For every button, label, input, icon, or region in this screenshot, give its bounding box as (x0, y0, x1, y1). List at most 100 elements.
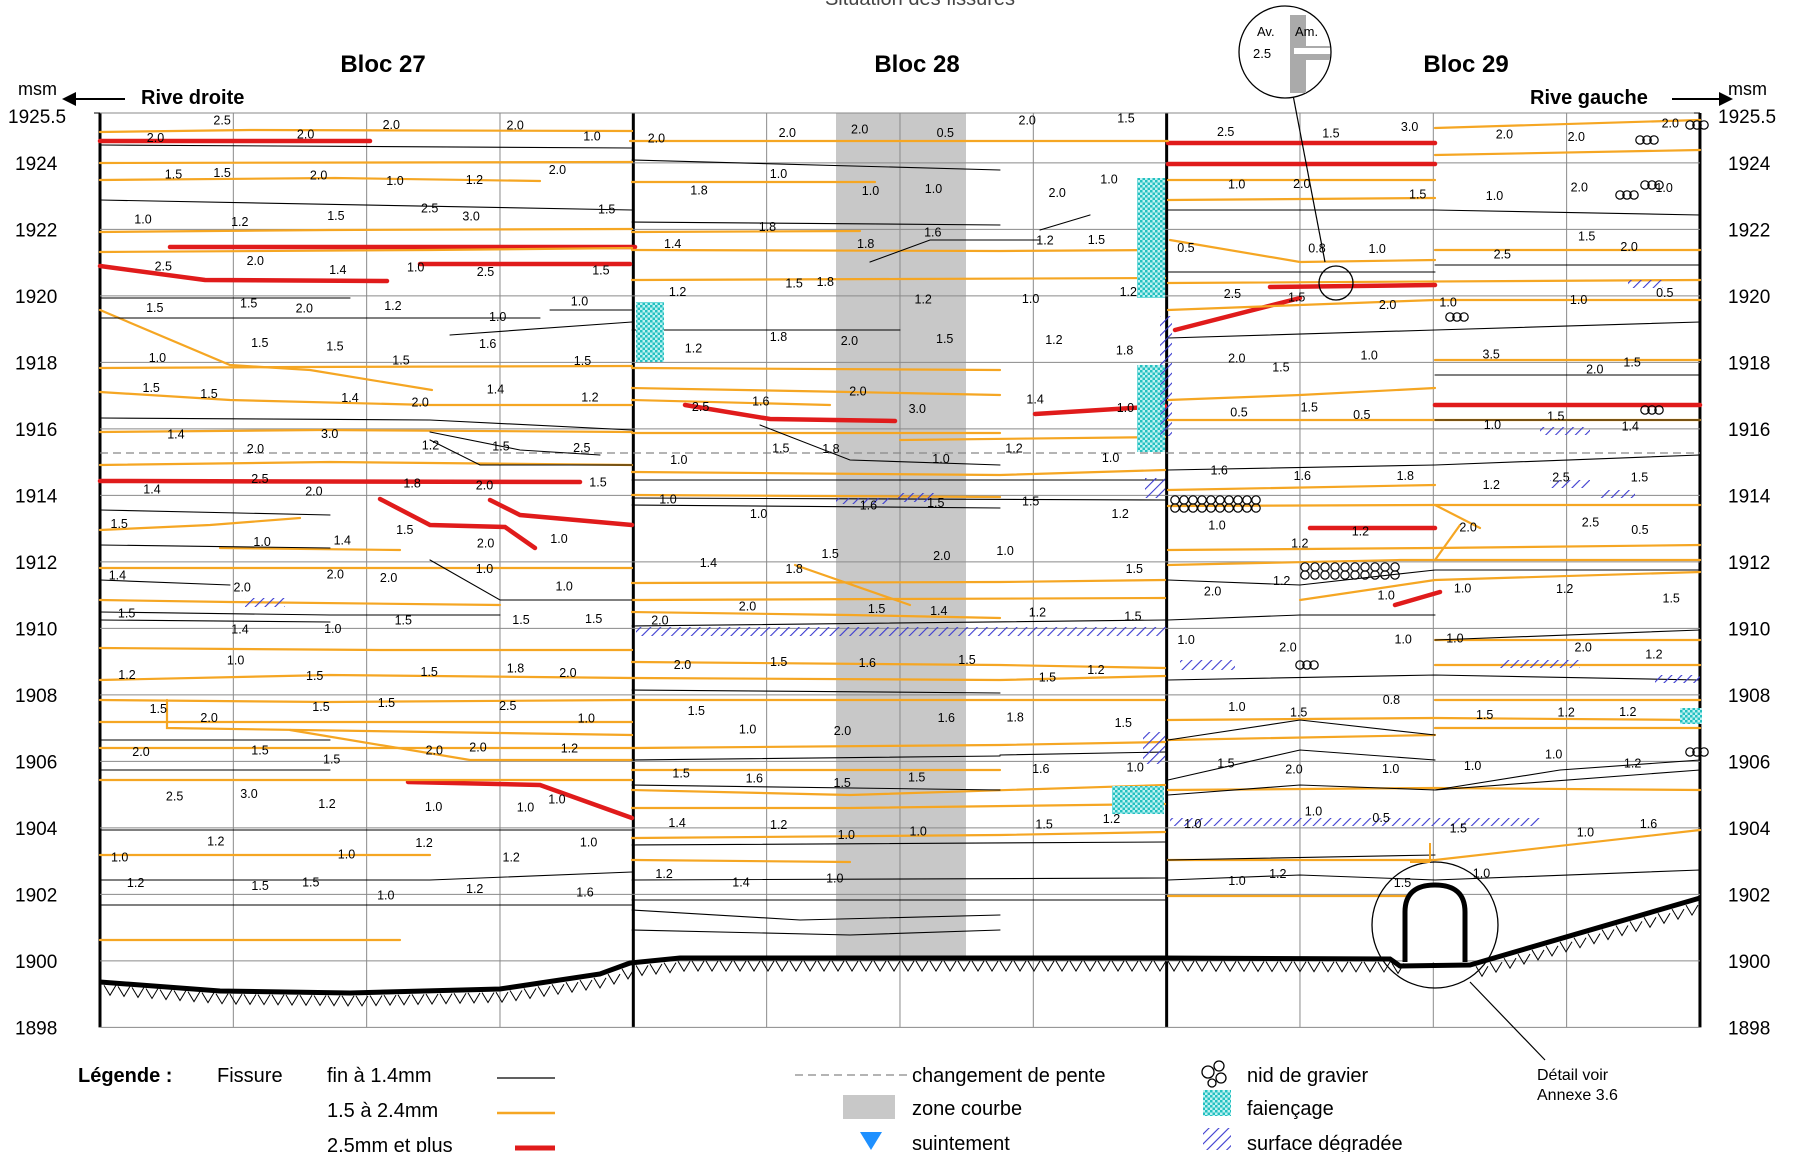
crack-label: 0.5 (1177, 241, 1194, 255)
crack-k (759, 424, 1001, 466)
ground-hatch (383, 994, 397, 1007)
crack-label: 1.0 (578, 711, 595, 725)
cracks (97, 118, 1703, 942)
ground-hatch (691, 960, 705, 972)
crack-o (630, 610, 1002, 620)
crack-k (99, 144, 633, 149)
ground-hatch (677, 960, 691, 973)
crack-o (630, 783, 1167, 797)
crack-label: 1.5 (143, 381, 160, 395)
axis-tick-left: 1922 (15, 220, 57, 241)
crack-label: 1.0 (517, 801, 534, 815)
crack-label: 2.0 (1049, 186, 1066, 200)
crack-k (1167, 569, 1701, 586)
ground-hatch (761, 960, 775, 972)
crack-label: 1.5 (396, 523, 413, 537)
crack-label: 1.5 (770, 655, 787, 669)
legend-wide-label: 2.5mm et plus (327, 1135, 453, 1152)
crack-o (1433, 118, 1702, 130)
ground-hatch (1671, 908, 1685, 921)
axis-tick-right: 1900 (1728, 952, 1770, 973)
inset-av: Av. (1257, 24, 1275, 39)
ground-hatch (509, 990, 523, 1002)
crack-label: 1.2 (685, 342, 702, 356)
crack-o (630, 386, 1002, 397)
crack-label: 1.5 (1663, 592, 1680, 606)
crack-label: 2.0 (1568, 130, 1585, 144)
gravel-stone (1685, 120, 1695, 130)
crack-o (793, 563, 912, 607)
axis-tick-right: 1908 (1728, 686, 1770, 707)
crack-label: 1.8 (1007, 711, 1024, 725)
block-title-29: Bloc 29 (1423, 51, 1508, 78)
crack-o (1166, 558, 1702, 567)
ground-hatch (873, 960, 887, 972)
block-title-27: Bloc 27 (340, 51, 425, 78)
crazing-zone (1112, 786, 1164, 814)
ground-hatch (1349, 961, 1363, 973)
crack-label: 1.0 (386, 174, 403, 188)
crack-label: 1.5 (395, 614, 412, 628)
crack-r (1392, 589, 1443, 608)
ground-hatch (1643, 917, 1657, 929)
crack-o (98, 160, 634, 165)
axis-top-right: 1925.5 (1718, 107, 1776, 128)
arrow-left-icon (62, 92, 125, 106)
crack-label: 1.5 (1631, 470, 1648, 484)
crazing-zone (1137, 178, 1165, 298)
gravel-stone (1647, 405, 1657, 415)
gravel-stone (1295, 660, 1305, 670)
axis-tick-right: 1916 (1728, 420, 1770, 441)
tunnel (1371, 861, 1546, 1061)
crack-label: 1.4 (664, 237, 681, 251)
crack-o (218, 546, 402, 552)
ground-hatch (1125, 960, 1139, 972)
crack-k (99, 579, 231, 586)
crack-label: 2.0 (674, 658, 691, 672)
crack-label: 2.0 (380, 571, 397, 585)
gravel-stone (1642, 135, 1652, 145)
crack-label: 0.5 (1230, 406, 1247, 420)
gravel-stone (1699, 747, 1709, 757)
ground-hatch (285, 994, 299, 1006)
ground-hatch (1657, 912, 1671, 925)
crack-label: 2.0 (933, 549, 950, 563)
gravel-stone (1251, 503, 1261, 513)
crack-k (999, 751, 1166, 756)
crack-label: 1.4 (334, 534, 351, 548)
crack-label: 2.0 (849, 385, 866, 399)
crack-label: 1.5 (936, 332, 953, 346)
curved-zone (836, 113, 966, 959)
crack-k (99, 544, 331, 549)
crack-label: 2.0 (1586, 363, 1603, 377)
gravel-stone (1360, 562, 1370, 572)
crack-k (631, 689, 1001, 694)
crack-o (1433, 148, 1702, 157)
crack-o (288, 728, 634, 762)
axis-tick-left: 1906 (15, 752, 57, 773)
ground-hatch (705, 960, 719, 972)
ground-hatch (943, 960, 957, 972)
ground-hatch (1181, 960, 1195, 973)
crack-label: 2.5 (1582, 516, 1599, 530)
crack-label: 1.0 (1100, 173, 1117, 187)
crack-k (1167, 454, 1701, 471)
crack-label: 1.6 (1032, 762, 1049, 776)
ground-hatch (1153, 960, 1167, 972)
crack-label: 0.5 (1372, 811, 1389, 825)
axis-tick-right: 1904 (1728, 819, 1771, 840)
crack-label: 2.0 (834, 724, 851, 738)
degraded-zone (836, 498, 891, 504)
crack-label: 2.5 (213, 113, 230, 127)
ground-hatch (355, 995, 369, 1007)
crack-label: 2.0 (1620, 240, 1637, 254)
gravel-stone (1380, 562, 1390, 572)
crack-label: 1.5 (585, 612, 602, 626)
ground-hatch (159, 989, 173, 1001)
crack-label: 0.5 (937, 126, 954, 140)
crack-k (99, 199, 633, 211)
ground-hatch (1335, 961, 1349, 973)
crack-label: 1.5 (1547, 410, 1564, 424)
crack-label: 2.0 (1662, 116, 1679, 130)
crack-label: 1.8 (403, 476, 420, 490)
